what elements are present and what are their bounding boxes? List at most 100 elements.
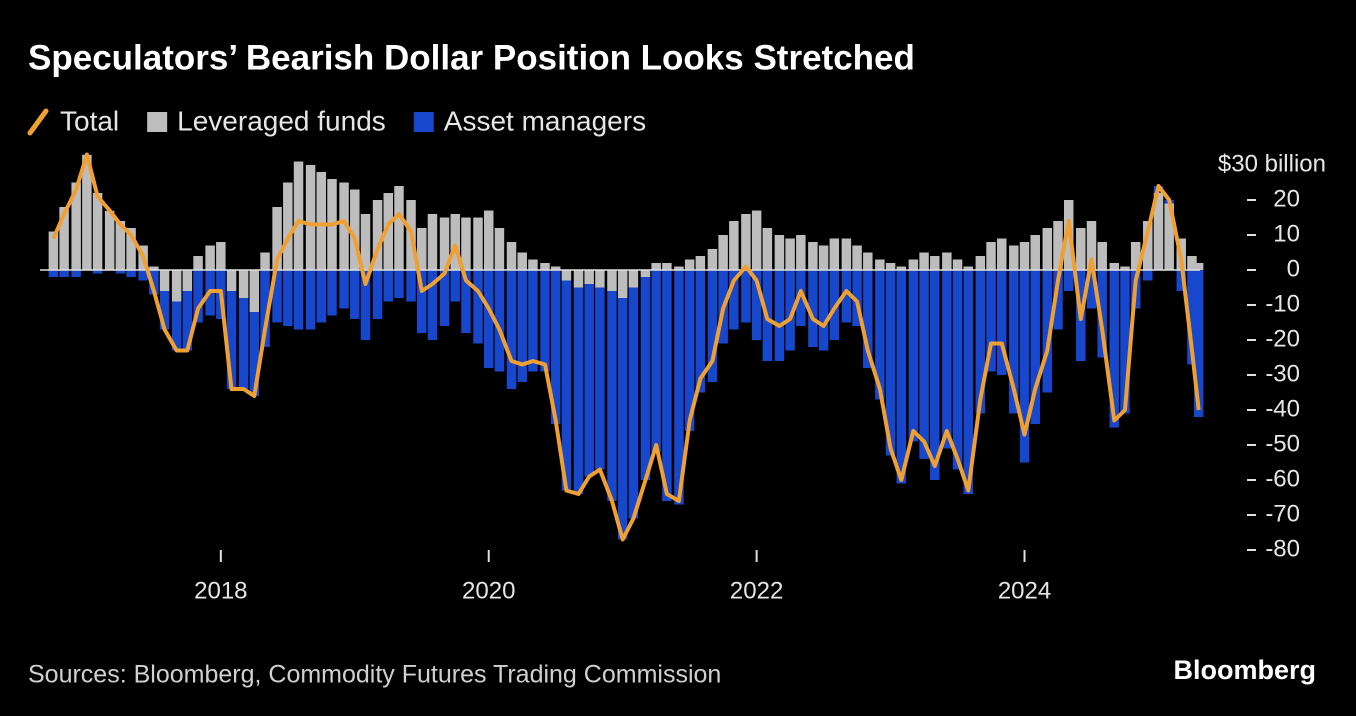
bar <box>729 270 739 330</box>
line <box>51 152 1201 542</box>
chart-title: Speculators’ Bearish Dollar Position Loo… <box>28 38 915 77</box>
bar <box>1097 270 1107 358</box>
bar <box>896 266 907 270</box>
bar <box>126 228 136 270</box>
bar <box>885 270 896 456</box>
bar <box>818 245 829 270</box>
bar <box>439 217 450 270</box>
bar <box>674 266 684 270</box>
bar <box>595 270 605 288</box>
y-tick-label: -50 <box>1265 430 1300 457</box>
bar <box>952 259 963 270</box>
bar <box>561 270 572 281</box>
bar <box>628 270 639 288</box>
bar <box>1009 245 1019 270</box>
bar <box>919 252 929 270</box>
bar <box>1130 242 1141 270</box>
bar <box>406 270 416 302</box>
bar <box>372 270 383 319</box>
bar <box>640 270 651 277</box>
bar <box>1053 221 1063 270</box>
bar <box>226 270 237 291</box>
bar <box>1120 266 1130 270</box>
bar <box>427 214 438 270</box>
bar <box>159 270 170 291</box>
legend-swatch <box>147 112 168 132</box>
bar <box>1120 270 1130 414</box>
bar <box>171 270 182 302</box>
bar <box>1009 270 1019 414</box>
bar <box>963 266 974 270</box>
bar <box>550 266 561 270</box>
bar <box>986 242 996 270</box>
bar <box>796 235 806 270</box>
bar <box>1076 228 1086 270</box>
legend: Total Leveraged funds Asset managers <box>27 105 646 136</box>
bar <box>1187 256 1197 270</box>
bar <box>908 270 919 442</box>
bar <box>171 301 182 351</box>
bar <box>182 291 193 351</box>
bar <box>919 270 929 459</box>
bar <box>92 193 103 270</box>
bar <box>540 263 550 270</box>
bar <box>975 256 986 270</box>
bar <box>1153 193 1164 270</box>
bar <box>975 270 986 414</box>
bar <box>1019 242 1030 270</box>
bar <box>640 277 651 480</box>
bar <box>852 245 862 270</box>
bar <box>808 270 818 347</box>
y-tick-label: 10 <box>1273 220 1300 247</box>
bar <box>785 270 795 351</box>
bar <box>573 287 584 494</box>
bar <box>707 270 718 382</box>
x-tick-label: 2018 <box>194 577 247 604</box>
bar <box>238 298 249 389</box>
bar <box>528 259 538 270</box>
bar <box>260 252 270 270</box>
bar <box>293 161 304 270</box>
bar <box>350 270 360 319</box>
bar <box>729 221 739 270</box>
bar <box>450 270 460 302</box>
bar <box>684 270 695 431</box>
bar <box>149 270 159 295</box>
bar <box>1053 270 1063 330</box>
brand: Bloomberg <box>1173 655 1316 685</box>
legend-label: Total <box>60 105 119 136</box>
bar <box>159 291 170 330</box>
bar <box>796 270 806 326</box>
bar <box>92 270 103 274</box>
bar <box>350 189 360 270</box>
bar <box>104 210 115 270</box>
x-tick-label: 2022 <box>730 577 783 604</box>
bar <box>316 172 327 270</box>
bar <box>528 270 538 372</box>
bar <box>417 228 427 270</box>
bar <box>1164 203 1174 270</box>
bar <box>741 214 751 270</box>
bar <box>684 259 695 270</box>
bar <box>1042 270 1053 393</box>
bar <box>473 270 483 344</box>
bar <box>283 182 293 270</box>
bar <box>427 270 438 340</box>
legend-label: Leveraged funds <box>177 105 386 136</box>
y-tick-label: -20 <box>1265 325 1300 352</box>
y-tick-label: $30 billion <box>1218 150 1326 177</box>
bar <box>885 263 896 270</box>
bar <box>327 270 337 316</box>
bar <box>785 238 795 270</box>
bar <box>461 217 471 270</box>
legend-swatch <box>27 108 49 136</box>
bar <box>997 238 1007 270</box>
bar <box>617 270 628 298</box>
bar <box>875 270 885 400</box>
bar <box>852 270 862 326</box>
bar <box>82 154 92 270</box>
source: Sources: Bloomberg, Commodity Futures Tr… <box>28 661 721 689</box>
bar <box>494 270 505 372</box>
bar <box>483 270 494 368</box>
